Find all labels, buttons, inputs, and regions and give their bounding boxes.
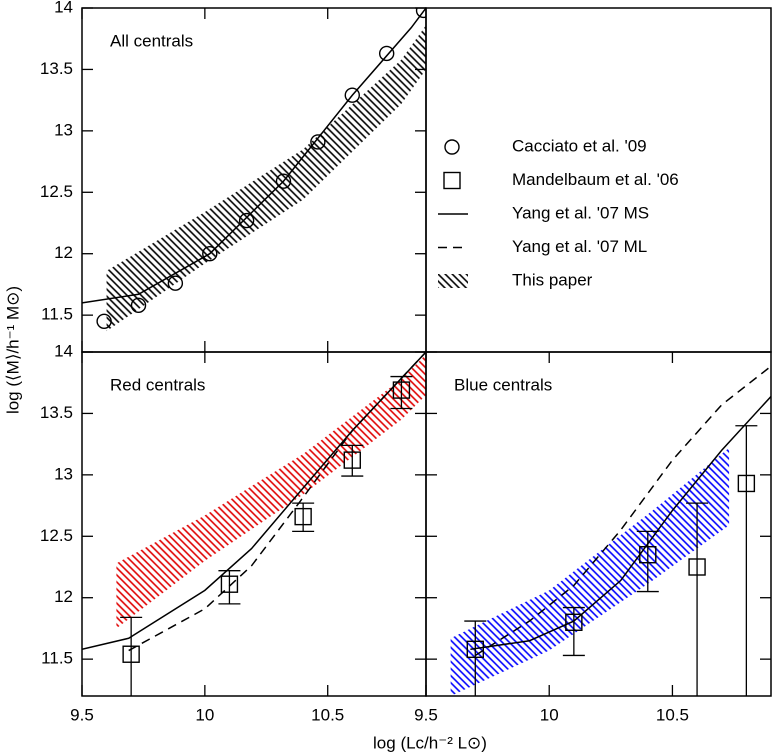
- data-point: [378, 45, 395, 62]
- y-tick-label: 12.5: [40, 526, 73, 545]
- data-point: [220, 575, 239, 593]
- hatched-band: [106, 25, 426, 332]
- legend-marker: [443, 171, 461, 190]
- data-point: [294, 507, 312, 526]
- data-point: [565, 613, 583, 631]
- panel-title: Red centrals: [110, 375, 205, 394]
- data-point: [343, 451, 361, 469]
- legend-label: Yang et al. '07 MS: [512, 203, 649, 222]
- plot-area: [82, 352, 426, 696]
- y-tick-label: 14: [54, 0, 73, 16]
- y-axis-label: log (⟨M⟩/h⁻¹ M⊙): [3, 286, 22, 414]
- data-point: [688, 558, 706, 576]
- x-tick-label: 9.5: [414, 705, 438, 724]
- y-tick-label: 13.5: [40, 59, 73, 78]
- x-tick-label: 9.5: [70, 705, 94, 724]
- y-tick-label: 13: [54, 464, 73, 483]
- data-point: [122, 645, 140, 663]
- plot-area: [82, 8, 426, 332]
- y-tick-label: 12.5: [40, 182, 73, 201]
- data-point: [130, 297, 147, 314]
- data-point: [275, 173, 292, 189]
- data-point: [392, 381, 411, 399]
- dashed-line: [128, 352, 426, 652]
- y-tick-label: 12: [54, 587, 73, 606]
- data-point: [310, 134, 326, 150]
- plot-area: [450, 365, 771, 696]
- x-tick-label: 10.5: [311, 705, 344, 724]
- legend-marker: [438, 274, 468, 288]
- data-point: [167, 275, 184, 291]
- panel-frame: [425, 351, 772, 697]
- data-point: [238, 212, 255, 229]
- x-tick-label: 10: [540, 705, 559, 724]
- data-point: [344, 87, 360, 103]
- legend-label: This paper: [512, 270, 593, 289]
- x-tick-label: 10.5: [656, 705, 689, 724]
- data-point: [415, 8, 426, 19]
- y-tick-label: 11.5: [41, 305, 73, 324]
- hatched-band: [450, 447, 730, 696]
- data-point: [737, 474, 756, 493]
- data-point: [202, 246, 218, 262]
- y-tick-label: 13: [54, 120, 73, 139]
- y-tick-label: 13.5: [40, 403, 73, 422]
- data-point: [96, 313, 112, 329]
- y-tick-label: 12: [54, 243, 73, 262]
- x-axis-label: log (Lc/h⁻² L⊙): [373, 733, 487, 752]
- hatched-band: [116, 354, 426, 629]
- solid-line: [470, 395, 771, 651]
- legend-label: Yang et al. '07 ML: [512, 237, 647, 256]
- panel-title: Blue centrals: [454, 375, 552, 394]
- legend-label: Mandelbaum et al. '06: [512, 170, 679, 189]
- data-point: [466, 640, 484, 659]
- data-point: [639, 546, 657, 564]
- solid-line: [82, 8, 426, 304]
- y-tick-label: 11.5: [41, 649, 73, 668]
- y-tick-label: 14: [54, 341, 73, 360]
- x-tick-label: 10: [195, 705, 214, 724]
- dashed-line: [474, 365, 771, 657]
- panel-title: All centrals: [110, 31, 193, 50]
- legend-label: Cacciato et al. '09: [512, 136, 647, 155]
- legend-marker: [444, 139, 460, 155]
